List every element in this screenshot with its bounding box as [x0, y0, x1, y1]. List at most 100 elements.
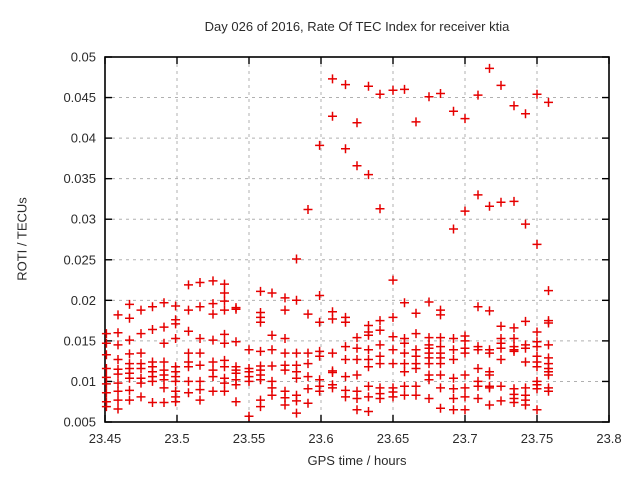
data-point-marker — [208, 299, 218, 309]
data-point-marker — [364, 81, 373, 91]
y-tick-label: 0.035 — [63, 171, 96, 186]
data-point-marker — [411, 329, 421, 339]
data-point-marker — [400, 390, 409, 400]
data-point-marker — [256, 402, 265, 412]
data-point-marker — [171, 301, 181, 311]
data-point-marker — [388, 345, 398, 355]
data-point-marker — [341, 372, 350, 382]
data-point-marker — [509, 101, 519, 111]
data-point-marker — [195, 385, 205, 395]
y-tick-label: 0.025 — [63, 252, 96, 267]
data-point-marker — [436, 403, 445, 413]
chart-title: Day 026 of 2016, Rate Of TEC Index for r… — [204, 19, 510, 34]
data-point-marker — [136, 378, 146, 388]
data-point-marker — [244, 345, 254, 355]
data-point-marker — [424, 297, 434, 307]
data-point-marker — [532, 239, 542, 249]
data-point-marker — [411, 308, 421, 318]
data-point-marker — [364, 345, 373, 355]
data-point-marker — [184, 388, 193, 398]
data-point-marker — [509, 196, 519, 206]
data-point-marker — [303, 372, 313, 382]
data-point-marker — [352, 370, 362, 380]
data-point-marker — [388, 332, 398, 342]
data-point-marker — [424, 375, 434, 385]
data-point-marker — [473, 394, 483, 403]
data-point-marker — [544, 386, 553, 396]
y-tick-label: 0.045 — [63, 90, 96, 105]
y-tick-label: 0.015 — [63, 333, 96, 348]
data-point-marker — [424, 394, 434, 403]
data-point-marker — [388, 85, 398, 95]
data-point-marker — [328, 348, 337, 358]
data-point-marker — [267, 330, 277, 340]
data-point-marker — [101, 329, 111, 339]
data-point-marker — [473, 190, 483, 200]
data-point-marker — [315, 386, 325, 396]
data-point-marker — [303, 205, 313, 214]
y-tick-label: 0.04 — [71, 131, 96, 146]
data-point-marker — [436, 370, 445, 380]
data-point-marker — [449, 334, 458, 343]
data-point-marker — [328, 314, 337, 324]
data-point-marker — [195, 360, 205, 370]
data-point-marker — [485, 348, 494, 358]
data-point-marker — [159, 357, 169, 367]
data-point-marker — [280, 334, 290, 343]
data-point-marker — [496, 197, 506, 207]
data-point-marker — [125, 385, 134, 395]
data-point-marker — [231, 304, 241, 314]
data-point-marker — [136, 392, 146, 402]
data-point-marker — [424, 359, 434, 369]
data-point-marker — [171, 334, 181, 343]
data-point-marker — [315, 317, 325, 327]
data-point-marker — [352, 333, 362, 343]
data-point-marker — [375, 394, 385, 403]
data-point-marker — [473, 90, 483, 100]
data-point-marker — [352, 343, 362, 353]
data-point-marker — [256, 286, 265, 296]
data-point-marker — [113, 404, 123, 414]
data-point-marker — [485, 201, 494, 211]
data-point-marker — [328, 383, 337, 393]
data-point-marker — [544, 318, 553, 328]
data-point-marker — [303, 398, 313, 408]
data-point-marker — [292, 295, 301, 305]
data-point-marker — [220, 386, 229, 396]
data-point-marker — [101, 379, 111, 389]
data-point-marker — [521, 400, 530, 410]
data-point-marker — [267, 288, 277, 298]
data-point-marker — [532, 342, 542, 352]
data-point-marker — [388, 392, 398, 402]
data-point-marker — [113, 378, 123, 388]
data-point-marker — [341, 80, 350, 90]
data-point-marker — [352, 161, 362, 171]
data-point-marker — [460, 383, 470, 393]
data-point-marker — [460, 405, 470, 415]
data-point-marker — [460, 348, 470, 358]
data-point-marker — [159, 298, 169, 308]
data-point-marker — [544, 370, 553, 380]
data-point-marker — [375, 89, 385, 99]
data-point-marker — [473, 381, 483, 391]
data-point-marker — [411, 364, 421, 373]
data-point-marker — [352, 355, 362, 364]
data-point-marker — [521, 357, 530, 367]
data-point-marker — [328, 368, 337, 377]
x-tick-label: 23.8 — [596, 431, 621, 446]
data-point-marker — [388, 312, 398, 322]
data-point-marker — [195, 395, 205, 405]
data-point-marker — [509, 334, 519, 343]
data-point-marker — [411, 390, 421, 400]
data-point-marker — [208, 386, 218, 396]
data-point-marker — [280, 293, 290, 303]
data-point-marker — [521, 316, 530, 326]
data-point-marker — [159, 398, 169, 407]
data-point-marker — [148, 376, 157, 386]
data-point-marker — [485, 370, 494, 380]
data-point-marker — [315, 291, 325, 300]
data-point-marker — [521, 109, 530, 119]
data-point-marker — [244, 376, 254, 386]
data-point-marker — [375, 340, 385, 350]
